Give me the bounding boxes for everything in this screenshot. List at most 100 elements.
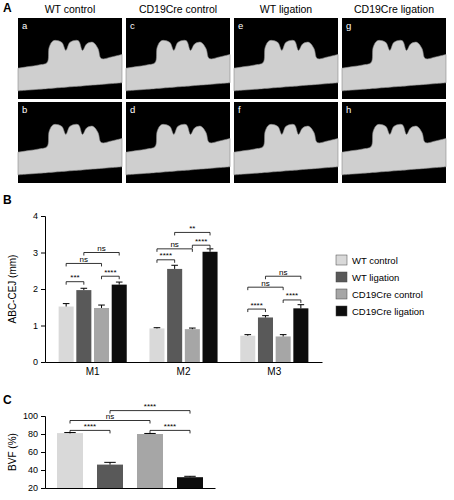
tick: 3: [33, 248, 45, 258]
significance-label: ****: [286, 291, 298, 300]
bar: [167, 269, 182, 362]
tick: 100: [23, 411, 45, 421]
legend-label: CD19Cre ligation: [352, 306, 424, 317]
tick: 80: [28, 429, 45, 439]
error-bar: [98, 305, 105, 308]
image-background: [342, 102, 446, 183]
tick: M1: [86, 366, 100, 377]
bar: [76, 290, 91, 362]
image-background: [18, 102, 122, 183]
legend-label: WT control: [352, 255, 398, 266]
axis-line: [41, 417, 46, 489]
tick-label: 60: [28, 447, 38, 457]
significance-label: ****: [84, 422, 96, 431]
ct-image: b: [18, 102, 122, 183]
ct-image: g: [342, 18, 446, 99]
y-axis: 20 40 60 80 100: [23, 411, 46, 493]
ct-image: h: [342, 102, 446, 183]
panel-label: B: [3, 193, 12, 207]
legend-label: CD19Cre control: [352, 289, 423, 300]
bar: [137, 434, 163, 488]
tick-mark: [41, 289, 45, 290]
tick-label: 100: [23, 411, 38, 421]
bar: [57, 433, 83, 488]
tick-label: 4: [33, 211, 38, 221]
error-bar: [207, 249, 214, 252]
error-bar: [262, 316, 269, 318]
error-bar: [154, 327, 161, 329]
panel-label: C: [3, 393, 12, 407]
tick-label: 20: [28, 483, 38, 493]
significance-label: ns: [279, 268, 287, 277]
ct-image: c: [126, 18, 230, 99]
jaw-render: [234, 124, 338, 175]
significance-label: ns: [261, 279, 269, 288]
tick: 0: [33, 357, 45, 367]
image-background: [234, 18, 338, 99]
error-bar: [104, 462, 115, 464]
image-letter: d: [130, 104, 135, 115]
ct-image: d: [126, 102, 230, 183]
error-bar: [280, 335, 287, 337]
image-background: [126, 102, 230, 183]
plot-area: [59, 249, 309, 362]
bar: [177, 477, 203, 488]
bar: [293, 308, 308, 362]
bar: [185, 329, 200, 362]
tick-label: 3: [33, 248, 38, 258]
tick-mark: [41, 452, 45, 453]
image-letter: g: [346, 20, 351, 31]
tick: 40: [28, 465, 45, 475]
tick-mark: [41, 470, 45, 471]
x-axis: M1M2M3: [46, 363, 323, 378]
jaw-render: [342, 40, 446, 91]
significance-label: ns: [80, 255, 88, 264]
error-bar: [63, 304, 70, 307]
axis-line: [41, 217, 46, 363]
y-axis-title: BVF (%): [7, 433, 18, 471]
error-bar: [184, 476, 195, 478]
bar: [258, 317, 273, 362]
image-background: [342, 18, 446, 99]
legend-swatch: [336, 306, 347, 316]
significance-label: ns: [170, 240, 178, 249]
plot-area: [57, 433, 203, 488]
ct-image: f: [234, 102, 338, 183]
bar: [59, 307, 74, 362]
tick-mark: [41, 416, 45, 417]
tick: 4: [33, 211, 45, 221]
error-bar: [298, 305, 305, 309]
legend-swatch: [336, 255, 347, 265]
error-bar: [189, 328, 196, 329]
bar: [276, 336, 291, 362]
bar: [203, 252, 218, 362]
column-title: WT ligation: [260, 3, 312, 15]
tick: M2: [177, 366, 191, 377]
bar: [149, 328, 164, 362]
significance-label: ****: [250, 301, 262, 310]
annotations: ********ns****: [70, 402, 190, 433]
image-background: [126, 18, 230, 99]
image-letter: e: [238, 20, 243, 31]
tick: 20: [28, 483, 45, 493]
legend-swatch: [336, 289, 347, 299]
tick-label: M1: [86, 366, 100, 377]
ct-image: a: [18, 18, 122, 99]
significance-label: ****: [164, 422, 176, 431]
tick-mark: [41, 253, 45, 254]
image-letter: h: [346, 104, 351, 115]
tick-mark: [41, 326, 45, 327]
error-bar: [244, 335, 251, 336]
panel-label: A: [3, 1, 12, 15]
significance-label: ****: [104, 268, 116, 277]
legend-label: WT ligation: [352, 272, 399, 283]
tick: 60: [28, 447, 45, 457]
legend-swatch: [336, 272, 347, 282]
tick-label: 80: [28, 429, 38, 439]
jaw-render: [342, 124, 446, 175]
jaw-render: [126, 124, 230, 175]
significance-label: ****: [144, 402, 156, 411]
annotations: *******nsns****ns**************nsns: [66, 224, 301, 312]
tick-mark: [41, 216, 45, 217]
y-axis: 01234: [33, 211, 46, 367]
